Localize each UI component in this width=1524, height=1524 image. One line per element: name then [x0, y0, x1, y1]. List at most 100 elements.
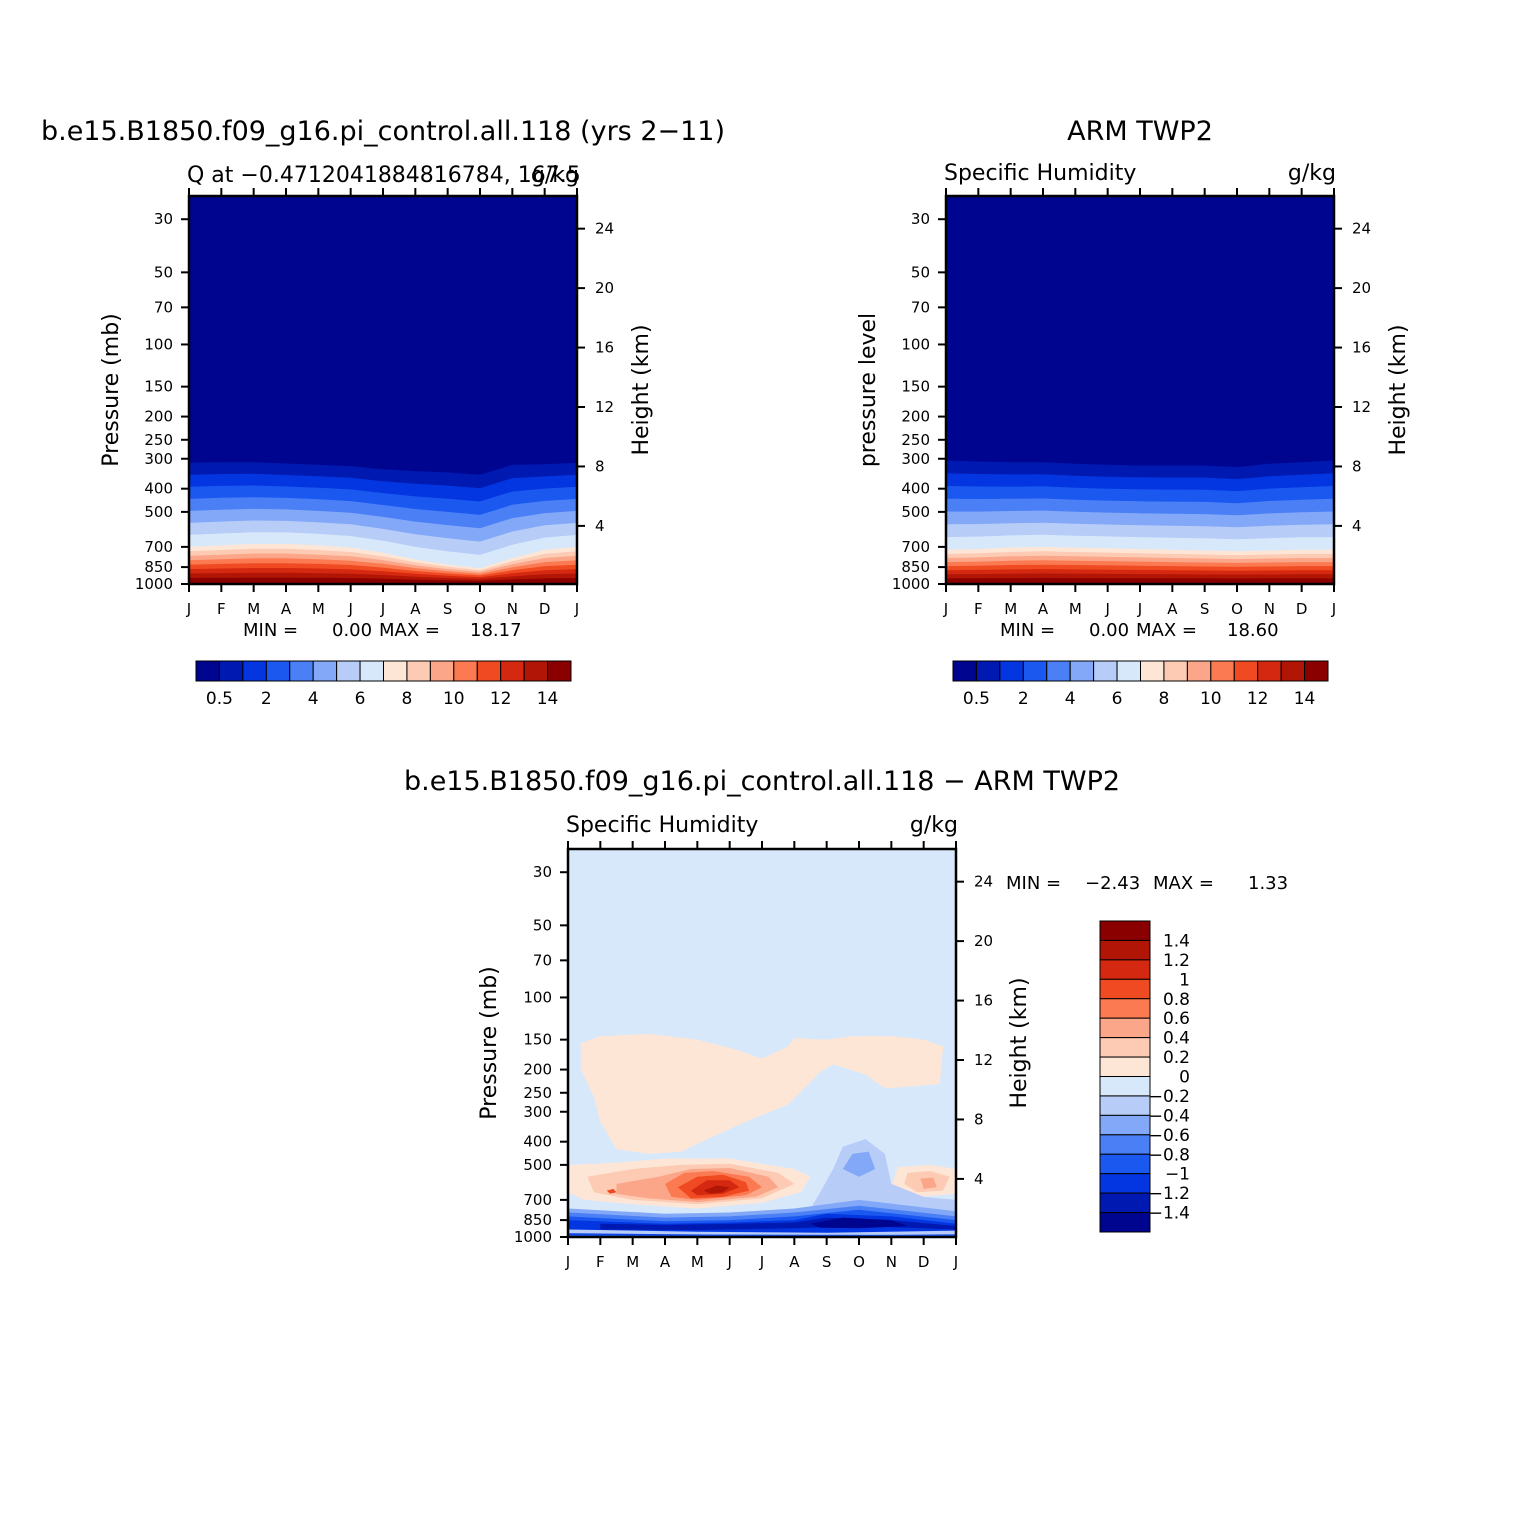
- panel-diff-minmax: MIN = −2.43 MAX = 1.33: [1006, 873, 1288, 894]
- colorbar-label: −0.2: [1149, 1087, 1190, 1107]
- panel-model-right-subtitle: g/kg: [531, 163, 579, 188]
- colorbar-label: 1.2: [1163, 951, 1190, 971]
- colorbar-box: [1099, 978, 1151, 1000]
- colorbar-box: [312, 660, 338, 682]
- x-tick-label: D: [1296, 600, 1308, 618]
- y-tick-label: 100: [144, 335, 173, 353]
- panel-model-colorbar: 0.5 2 4 6 8 10 12 14: [195, 660, 572, 709]
- humidity-band: [189, 577, 577, 584]
- y-tick-label: 100: [523, 988, 552, 1006]
- panel-diff-colorbar: 1.41.210.80.60.40.20−0.2−0.4−0.6−0.8−1−1…: [1099, 920, 1190, 1233]
- panel-model-minmax: MIN = 0.00 MAX = 18.17: [243, 620, 522, 641]
- y-right-tick-label: 12: [595, 398, 614, 416]
- colorbar-label: 10: [1200, 689, 1222, 709]
- y-tick-label: 400: [144, 480, 173, 498]
- panel-obs-field: [946, 196, 1334, 584]
- colorbar-box: [975, 660, 1001, 682]
- y-tick-label: 500: [523, 1156, 552, 1174]
- panel-diff-max-label: MAX =: [1153, 873, 1214, 894]
- colorbar-label: 2: [261, 689, 272, 709]
- colorbar-label: 8: [1159, 689, 1170, 709]
- y-tick-label: 200: [523, 1061, 552, 1079]
- colorbar-label: −1.2: [1149, 1184, 1190, 1204]
- x-tick-label: M: [1004, 600, 1017, 618]
- panel-obs-ylabel-right: Height (km): [1386, 324, 1411, 455]
- y-tick-label: 30: [154, 210, 173, 228]
- y-tick-label: 150: [901, 378, 930, 396]
- y-right-tick-label: 12: [1352, 398, 1371, 416]
- x-tick-label: A: [1167, 600, 1178, 618]
- x-tick-label: J: [347, 600, 352, 618]
- colorbar-box: [336, 660, 361, 682]
- y-tick-label: 250: [144, 431, 173, 449]
- diff-positive-upper: [580, 1033, 944, 1154]
- colorbar-label: 1.4: [1163, 931, 1190, 951]
- panel-obs-minmax: MIN = 0.00 MAX = 18.60: [1000, 620, 1279, 641]
- x-tick-label: A: [789, 1253, 800, 1271]
- y-right-tick-label: 20: [595, 279, 614, 297]
- panel-model-min-value: 0.00: [332, 620, 372, 641]
- colorbar-box: [1099, 920, 1151, 941]
- x-tick-label: J: [1331, 600, 1336, 618]
- colorbar-box: [547, 660, 572, 682]
- x-tick-label: J: [380, 600, 385, 618]
- colorbar-box: [1099, 998, 1151, 1019]
- y-tick-label: 100: [901, 335, 930, 353]
- colorbar-label: 0.6: [1163, 1009, 1190, 1029]
- x-tick-label: O: [1231, 600, 1243, 618]
- colorbar-box: [265, 660, 291, 682]
- colorbar-box: [406, 660, 431, 682]
- x-tick-label: M: [1069, 600, 1082, 618]
- x-tick-label: J: [186, 600, 191, 618]
- x-tick-label: O: [474, 600, 486, 618]
- diff-neg-14: [810, 1217, 908, 1229]
- x-tick-label: F: [217, 600, 226, 618]
- diff-pos-04-right: [920, 1177, 937, 1189]
- y-tick-label: 1000: [514, 1228, 552, 1246]
- colorbar-box: [1233, 660, 1259, 682]
- x-tick-label: J: [1137, 600, 1142, 618]
- colorbar-box: [1140, 660, 1165, 682]
- y-right-tick-label: 4: [1352, 517, 1362, 535]
- colorbar-box: [429, 660, 455, 682]
- x-tick-label: J: [1104, 600, 1109, 618]
- x-tick-label: N: [507, 600, 518, 618]
- colorbar-box: [1099, 1153, 1151, 1175]
- y-tick-label: 50: [154, 263, 173, 281]
- colorbar-label: 0.2: [1163, 1048, 1190, 1068]
- x-tick-label: M: [312, 600, 325, 618]
- colorbar-box: [1099, 1017, 1151, 1039]
- colorbar-box: [1099, 1114, 1151, 1136]
- y-right-tick-label: 20: [1352, 279, 1371, 297]
- y-tick-label: 30: [911, 210, 930, 228]
- y-tick-label: 70: [154, 298, 173, 316]
- x-tick-label: F: [596, 1253, 605, 1271]
- colorbar-label: −0.6: [1149, 1126, 1190, 1146]
- y-tick-label: 700: [901, 538, 930, 556]
- panel-model-max-value: 18.17: [470, 620, 522, 641]
- panel-obs-right-subtitle: g/kg: [1288, 161, 1336, 186]
- diff-neg-04-mid: [842, 1151, 876, 1177]
- y-right-tick-label: 20: [974, 932, 993, 950]
- panel-diff-min-value: −2.43: [1085, 873, 1140, 894]
- panel-obs-colorbar: 0.5 2 4 6 8 10 12 14: [952, 660, 1329, 709]
- colorbar-box: [1093, 660, 1118, 682]
- y-tick-label: 400: [901, 480, 930, 498]
- y-right-tick-label: 12: [974, 1051, 993, 1069]
- y-tick-label: 850: [901, 558, 930, 576]
- x-tick-label: M: [247, 600, 260, 618]
- colorbar-box: [952, 660, 977, 682]
- y-tick-label: 70: [533, 951, 552, 969]
- panel-diff-max-value: 1.33: [1248, 873, 1288, 894]
- colorbar-label: 0.5: [963, 689, 990, 709]
- colorbar-box: [476, 660, 502, 682]
- colorbar-box: [1099, 1212, 1151, 1233]
- diff-pos-12: [703, 1185, 730, 1194]
- diff-surface-light: [568, 1229, 956, 1236]
- y-right-tick-label: 8: [1352, 457, 1362, 475]
- y-tick-label: 300: [901, 450, 930, 468]
- y-right-tick-label: 24: [595, 220, 614, 238]
- colorbar-box: [1099, 959, 1151, 980]
- colorbar-label: 10: [443, 689, 465, 709]
